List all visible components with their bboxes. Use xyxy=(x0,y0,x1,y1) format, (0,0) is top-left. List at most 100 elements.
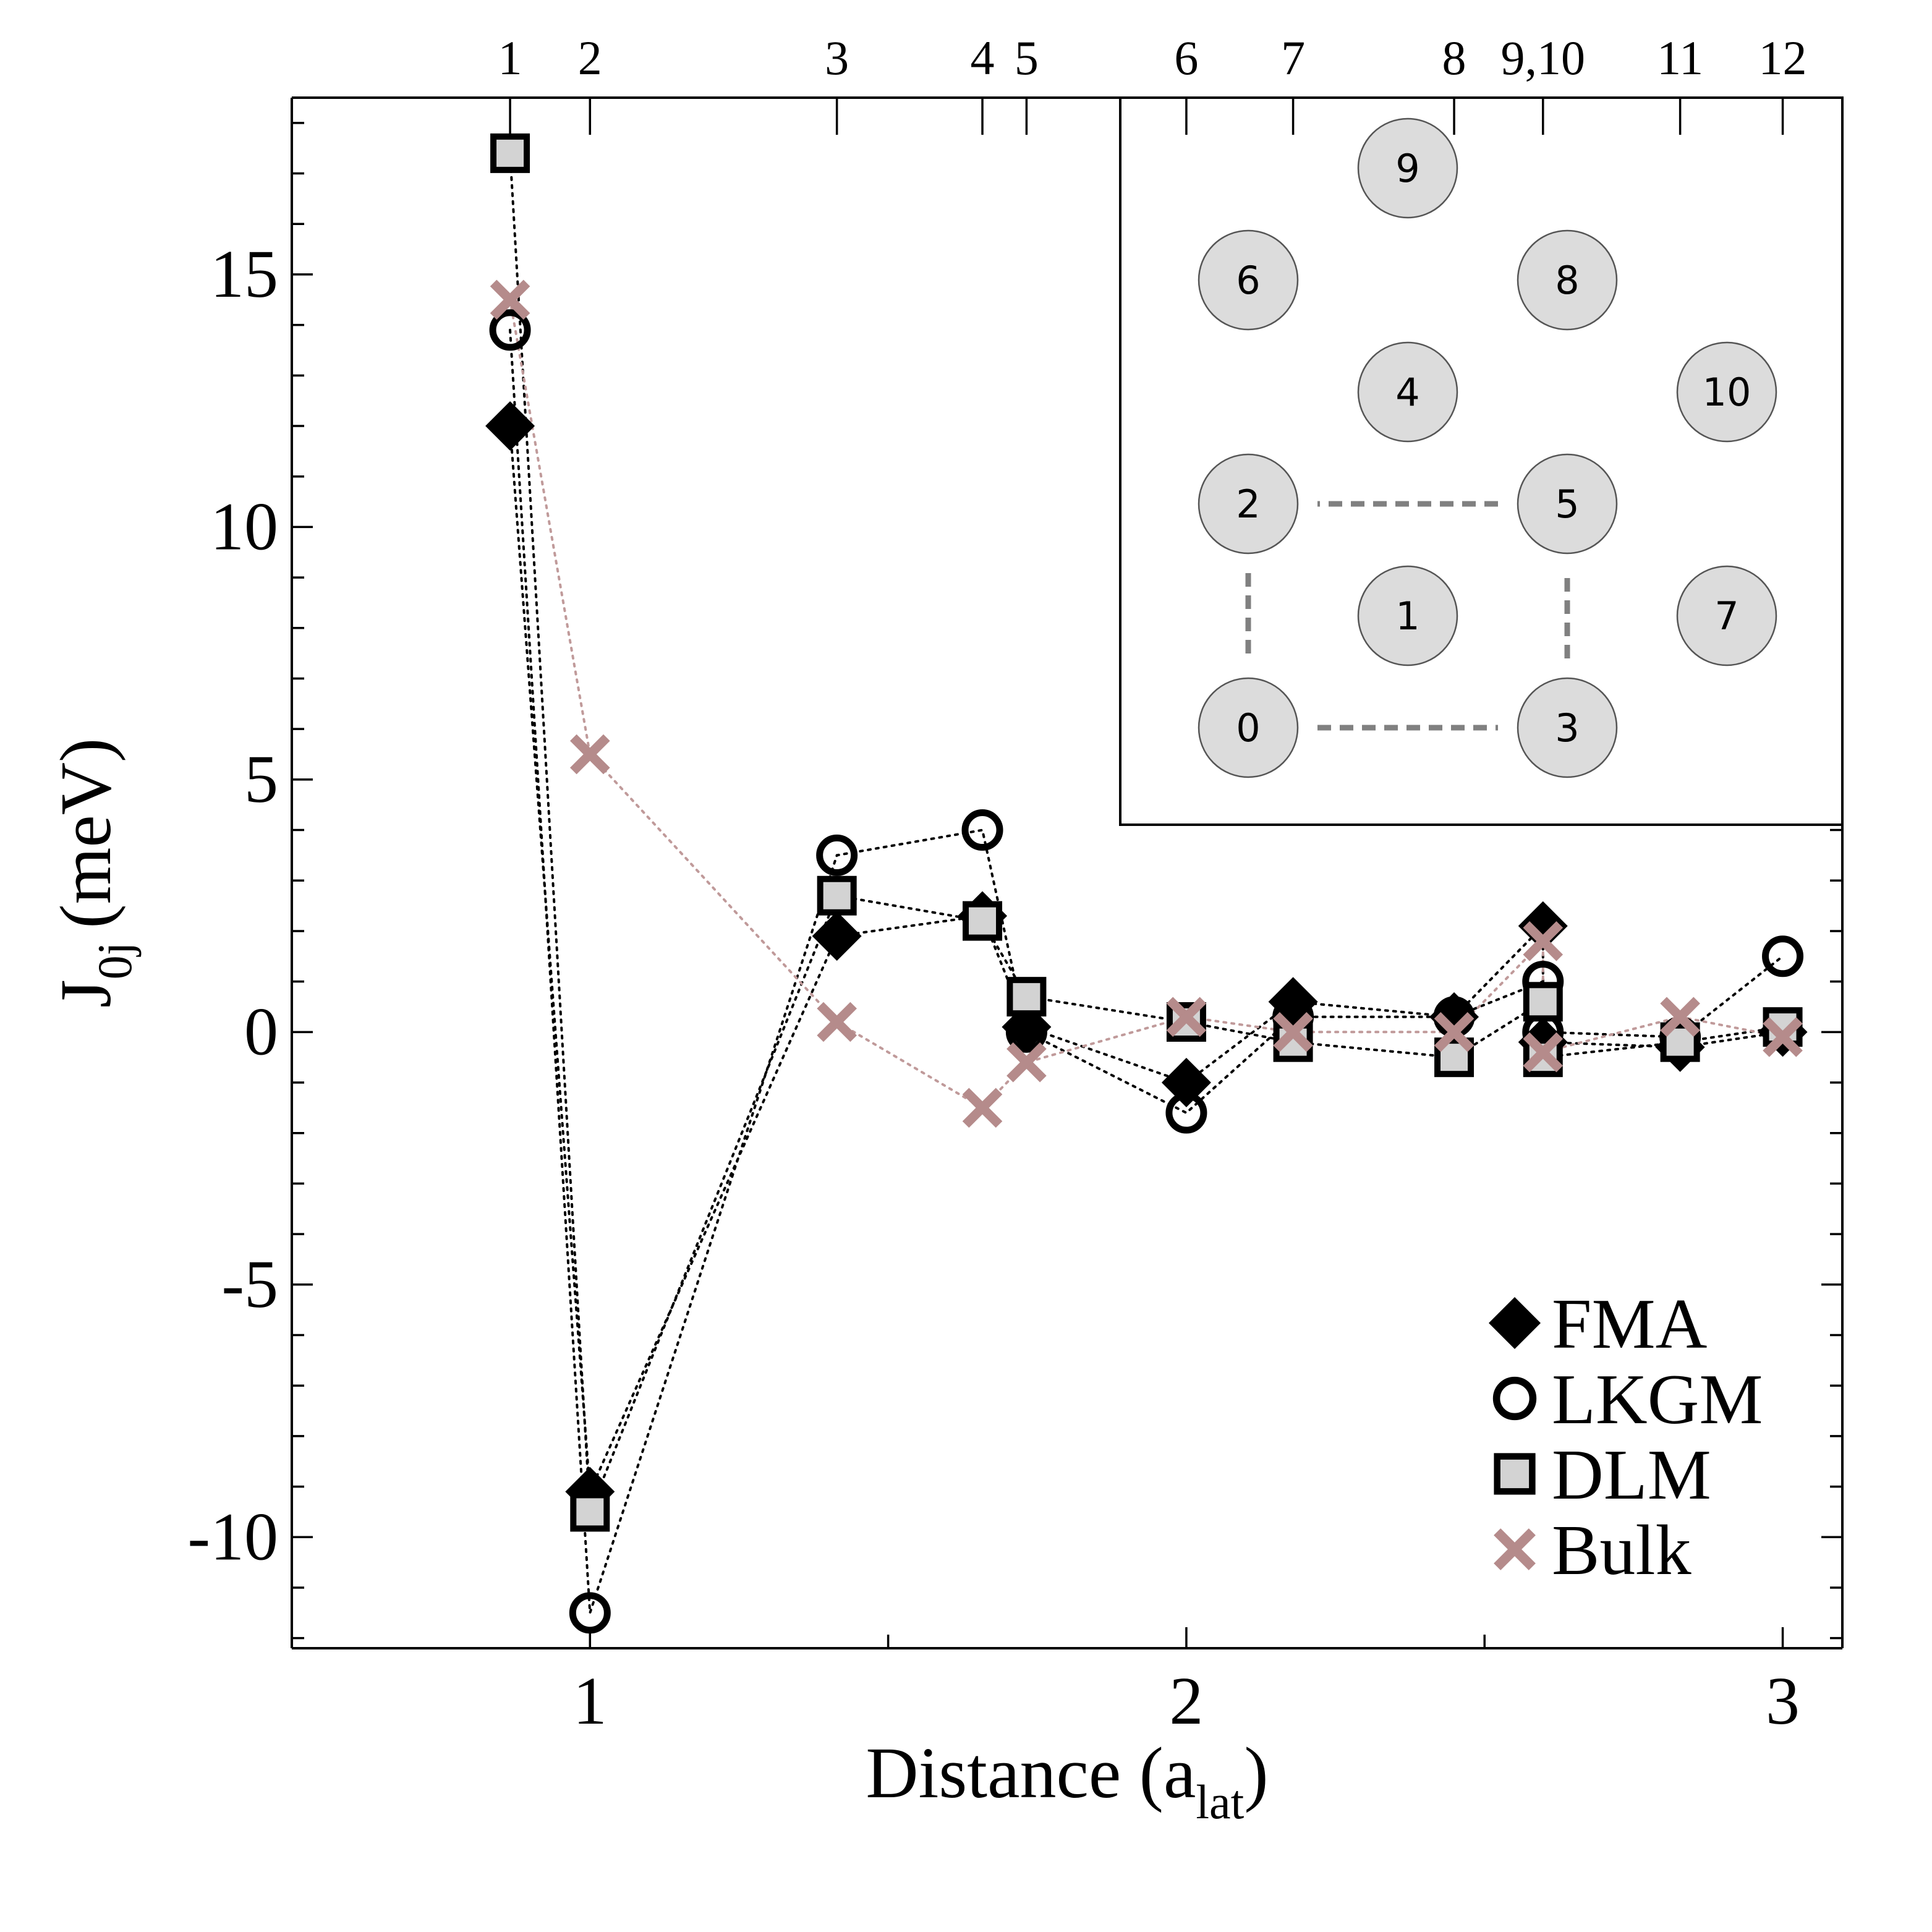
inset-atom-7 xyxy=(1676,565,1777,666)
inset-atom-2 xyxy=(1198,453,1299,555)
bulk-point xyxy=(570,734,610,775)
cross-stroke xyxy=(1523,921,1564,961)
cross-stroke xyxy=(1273,1012,1313,1052)
legend-entry-fma: FMA xyxy=(1489,1285,1707,1364)
dlm-point xyxy=(817,875,857,916)
cross-stroke xyxy=(1763,1017,1803,1057)
inset-atom-6 xyxy=(1198,229,1299,331)
legend-label: FMA xyxy=(1552,1285,1707,1364)
dlm-point xyxy=(963,901,1003,941)
top-tick-label: 4 xyxy=(971,31,995,85)
inset-atom-label: 2 xyxy=(1236,482,1260,527)
inset-atom-1 xyxy=(1357,565,1458,666)
inset-atom-label: 3 xyxy=(1555,705,1579,751)
inset-atom-label: 6 xyxy=(1236,258,1260,303)
inset-atom-3 xyxy=(1517,677,1618,778)
top-tick-label: 9,10 xyxy=(1501,31,1586,85)
bulk-point xyxy=(490,279,530,320)
y-tick-label: 5 xyxy=(244,741,278,817)
inset-atom-0 xyxy=(1198,677,1299,778)
x-tick-label: 3 xyxy=(1766,1663,1800,1738)
x-tick-label: 2 xyxy=(1169,1663,1203,1738)
cross-stroke xyxy=(962,1087,1003,1128)
bulk-point xyxy=(1166,997,1207,1037)
top-tick-label: 12 xyxy=(1759,31,1807,85)
inset-atom-9 xyxy=(1357,117,1458,219)
bulk-point xyxy=(817,1002,857,1042)
dlm-point xyxy=(1006,977,1047,1017)
line-bulk xyxy=(509,298,1784,1110)
cross-stroke xyxy=(1006,1042,1047,1083)
bulk-point xyxy=(1273,1012,1313,1052)
top-tick-label: 5 xyxy=(1015,31,1039,85)
x-axis-label: Distance (alat) xyxy=(866,1732,1268,1829)
legend-entry-lkgm: LKGM xyxy=(1492,1360,1763,1439)
lkgm-point xyxy=(1165,1092,1207,1134)
bulk-point xyxy=(1434,1012,1475,1052)
line-lkgm xyxy=(509,328,1784,1614)
top-tick-label: 8 xyxy=(1442,31,1466,85)
y-tick-label: 15 xyxy=(210,236,278,312)
cross-stroke xyxy=(1523,1032,1564,1073)
dlm-point xyxy=(490,133,530,173)
y-axis-label: J0j(meV) xyxy=(45,738,142,1008)
legend-label: LKGM xyxy=(1552,1360,1763,1439)
inset-atom-label: 4 xyxy=(1395,370,1419,415)
fma-point xyxy=(485,401,535,451)
legend-entry-dlm: DLM xyxy=(1494,1436,1711,1515)
top-tick-label: 6 xyxy=(1174,31,1198,85)
cross-stroke xyxy=(817,1002,857,1042)
cross-stroke xyxy=(1434,1012,1475,1052)
top-tick-label: 1 xyxy=(498,31,522,85)
inset-atom-label: 8 xyxy=(1555,258,1579,303)
legend-entry-bulk: Bulk xyxy=(1494,1511,1692,1590)
inset-atom-label: 0 xyxy=(1236,705,1260,751)
inset-atom-8 xyxy=(1517,229,1618,331)
bulk-point xyxy=(1523,921,1564,961)
fma-point xyxy=(1518,901,1568,951)
lkgm-point xyxy=(489,309,531,351)
bulk-point xyxy=(1523,1032,1564,1073)
x-tick-label: 1 xyxy=(573,1663,607,1738)
inset-atom-label: 9 xyxy=(1395,146,1419,191)
legend-label: DLM xyxy=(1552,1436,1711,1515)
cross-stroke xyxy=(1494,1528,1536,1570)
series-lines xyxy=(509,151,1784,1614)
inset-atom-5 xyxy=(1517,453,1618,555)
inset-atom-label: 1 xyxy=(1395,594,1419,639)
cross-stroke xyxy=(1660,997,1700,1037)
lkgm-point xyxy=(961,809,1003,851)
lkgm-point xyxy=(816,834,858,876)
cross-stroke xyxy=(570,734,610,775)
cross-stroke xyxy=(1166,997,1207,1037)
legend-label: Bulk xyxy=(1552,1511,1692,1590)
dlm-point xyxy=(1523,982,1563,1022)
top-tick-label: 2 xyxy=(578,31,602,85)
structure-inset: 0 3 1 7 2 5 4 10 6 8 9 xyxy=(1119,96,1844,826)
inset-atom-4 xyxy=(1357,341,1458,443)
bulk-point xyxy=(1660,997,1700,1037)
legend-marker xyxy=(1494,1453,1536,1495)
top-tick-label: 3 xyxy=(825,31,849,85)
legend-marker xyxy=(1494,1528,1536,1570)
inset-atom-label: 10 xyxy=(1703,370,1751,415)
cross-stroke xyxy=(490,279,530,320)
y-tick-label: 0 xyxy=(244,994,278,1069)
y-tick-label: 10 xyxy=(210,488,278,564)
y-tick-label: -10 xyxy=(187,1499,278,1574)
inset-atom-label: 7 xyxy=(1714,594,1738,639)
bulk-point xyxy=(962,1087,1003,1128)
legend-marker xyxy=(1489,1297,1541,1349)
dlm-point xyxy=(570,1492,610,1532)
top-tick-label: 11 xyxy=(1657,31,1703,85)
inset-atom-10 xyxy=(1676,341,1777,443)
inset-atom-label: 5 xyxy=(1555,482,1579,527)
top-tick-label: 7 xyxy=(1281,31,1305,85)
fma-point xyxy=(812,911,862,961)
legend-marker xyxy=(1492,1376,1537,1421)
line-dlm xyxy=(509,151,1784,1513)
bulk-point xyxy=(1006,1042,1047,1083)
lkgm-point xyxy=(1762,935,1804,977)
